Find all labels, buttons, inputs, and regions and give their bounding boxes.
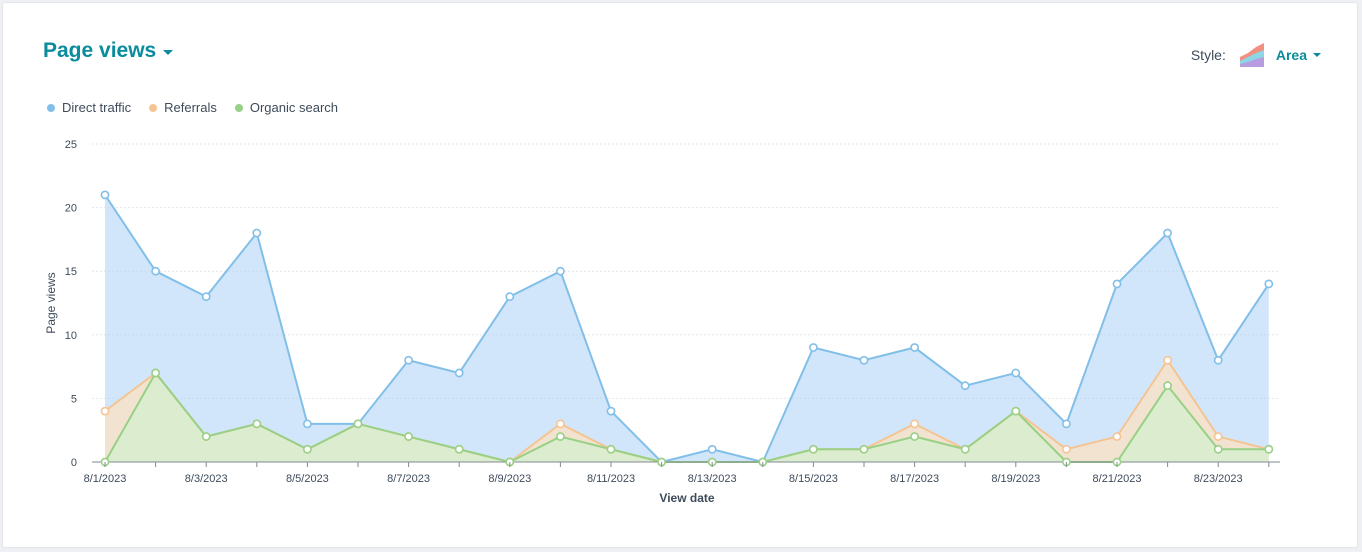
data-point bbox=[302, 444, 312, 454]
data-point bbox=[1213, 444, 1223, 454]
data-point bbox=[556, 419, 565, 429]
legend-item-direct-traffic[interactable]: Direct traffic bbox=[47, 100, 131, 115]
legend: Direct traffic Referrals Organic search bbox=[47, 100, 338, 115]
data-point bbox=[960, 444, 970, 454]
y-tick-label: 0 bbox=[71, 457, 77, 469]
data-point bbox=[1062, 444, 1071, 454]
data-point bbox=[1213, 355, 1223, 365]
data-point bbox=[556, 266, 565, 276]
data-point bbox=[809, 343, 818, 352]
data-point bbox=[505, 292, 515, 302]
data-point bbox=[910, 432, 919, 441]
style-value: Area bbox=[1275, 47, 1307, 63]
area-chart-icon bbox=[1239, 43, 1264, 67]
data-point bbox=[454, 444, 464, 454]
data-point bbox=[859, 444, 869, 454]
data-point bbox=[151, 368, 160, 378]
x-tick-label: 8/17/2023 bbox=[890, 473, 939, 485]
y-tick-label: 20 bbox=[65, 203, 77, 215]
x-tick-label: 8/19/2023 bbox=[991, 473, 1040, 485]
legend-dot bbox=[149, 103, 158, 112]
legend-label: Direct traffic bbox=[62, 100, 132, 115]
chevron-down-icon bbox=[163, 49, 174, 55]
data-point bbox=[707, 444, 717, 454]
data-point bbox=[100, 190, 110, 200]
data-point bbox=[1062, 419, 1071, 429]
data-point bbox=[1163, 228, 1172, 238]
title-dropdown[interactable]: Page views bbox=[43, 39, 174, 63]
data-point bbox=[454, 368, 464, 378]
data-point bbox=[1213, 432, 1223, 441]
x-tick-label: 8/1/2023 bbox=[84, 473, 127, 485]
x-tick-label: 8/13/2023 bbox=[688, 473, 737, 485]
line-direct-traffic bbox=[104, 194, 1270, 464]
data-point bbox=[910, 419, 919, 429]
y-tick-label: 10 bbox=[65, 330, 77, 342]
page-title: Page views bbox=[43, 39, 157, 62]
data-point bbox=[606, 406, 616, 416]
data-point bbox=[100, 406, 110, 416]
x-tick-label: 8/21/2023 bbox=[1093, 473, 1142, 485]
legend-label: Referrals bbox=[164, 100, 217, 115]
data-point bbox=[404, 355, 413, 365]
legend-item-referrals[interactable]: Referrals bbox=[149, 100, 217, 115]
style-label: Style: bbox=[1190, 47, 1226, 63]
data-point bbox=[151, 266, 160, 276]
y-tick-label: 25 bbox=[65, 139, 77, 151]
style-selector: Style: Area bbox=[1191, 41, 1321, 69]
legend-item-organic-search[interactable]: Organic search bbox=[234, 100, 339, 115]
data-point bbox=[910, 343, 919, 352]
data-point bbox=[252, 419, 262, 429]
legend-dot bbox=[47, 103, 55, 112]
data-point bbox=[201, 432, 211, 441]
data-point bbox=[809, 444, 818, 454]
legend-label: Organic search bbox=[249, 100, 339, 115]
y-axis-title: Page views bbox=[44, 272, 58, 333]
data-point bbox=[302, 419, 312, 429]
area-direct-traffic bbox=[105, 194, 1269, 462]
data-point bbox=[1112, 279, 1122, 289]
x-tick-label: 8/7/2023 bbox=[387, 473, 430, 485]
legend-dot bbox=[234, 103, 243, 112]
style-dropdown[interactable]: Area bbox=[1276, 47, 1321, 63]
data-point bbox=[1163, 381, 1172, 391]
x-tick-label: 8/23/2023 bbox=[1194, 473, 1243, 485]
x-tick-label: 8/15/2023 bbox=[789, 473, 838, 485]
y-tick-label: 15 bbox=[65, 266, 77, 278]
data-point bbox=[1112, 432, 1122, 441]
chevron-down-icon bbox=[1313, 53, 1321, 57]
data-point bbox=[404, 432, 413, 441]
x-axis-title: View date bbox=[659, 491, 714, 505]
data-point bbox=[1163, 355, 1172, 365]
x-tick-label: 8/9/2023 bbox=[488, 473, 531, 485]
data-point bbox=[960, 381, 970, 391]
data-point bbox=[1011, 368, 1021, 378]
x-tick-label: 8/5/2023 bbox=[286, 473, 329, 485]
data-point bbox=[201, 292, 211, 302]
y-tick-label: 5 bbox=[71, 393, 77, 405]
data-point bbox=[353, 419, 363, 429]
data-point bbox=[252, 228, 262, 238]
data-point bbox=[606, 444, 616, 454]
x-tick-label: 8/3/2023 bbox=[185, 473, 228, 485]
data-point bbox=[1264, 279, 1274, 289]
data-point bbox=[1264, 444, 1274, 454]
data-point bbox=[556, 432, 565, 441]
data-point bbox=[1011, 406, 1021, 416]
x-tick-label: 8/11/2023 bbox=[587, 473, 635, 485]
data-point bbox=[859, 355, 869, 365]
